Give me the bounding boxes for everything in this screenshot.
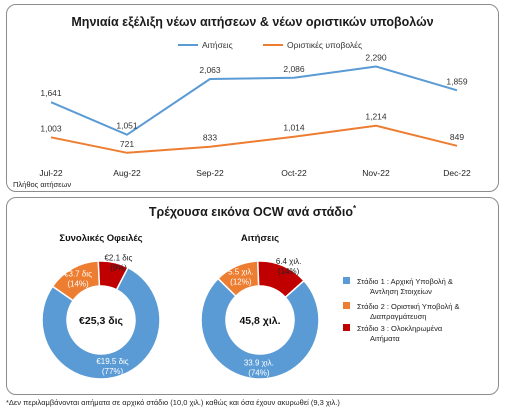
ocw-stage-panel: Τρέχουσα εικόνα OCW ανά στάδιο* Συνολικέ… (6, 197, 499, 395)
legend-label-2: Οριστικές υποβολές (287, 40, 362, 50)
data-label: 1,014 (283, 123, 305, 133)
slice-value-label: €3.7 δις (64, 269, 92, 278)
slice-percent-label: (12%) (230, 278, 252, 287)
legend-item-stage-2: Στάδιο 2 : Οριστική Υποβολή &Διαπραγμάτε… (343, 302, 459, 321)
legend-swatch (343, 277, 350, 284)
data-label: 721 (120, 139, 134, 149)
line-legend: Αιτήσεις Οριστικές υποβολές (178, 40, 362, 50)
slice-value-label: 33.9 χιλ. (244, 358, 274, 367)
slice-percent-label: (77%) (102, 367, 124, 376)
data-label: 1,214 (365, 112, 387, 122)
legend-text-line2: Άντληση Στοιχείων (370, 287, 432, 296)
data-label: 2,063 (199, 65, 221, 75)
x-tick-label: Oct-22 (281, 168, 307, 178)
data-label: 2,290 (365, 53, 387, 63)
data-label: 1,641 (40, 88, 62, 98)
slice-value-label: 5.5 χιλ. (228, 268, 254, 277)
slice-percent-label: (14%) (67, 279, 89, 288)
line-chart-title: Μηνιαία εξέλιξη νέων αιτήσεων & νέων ορι… (71, 15, 434, 29)
legend-swatch (343, 302, 350, 309)
data-label: 1,859 (446, 76, 468, 86)
legend-text-line2: Διαπραγμάτευση (370, 312, 426, 321)
data-label: 1,051 (116, 121, 138, 131)
series-line-1 (50, 65, 458, 136)
legend-text-line2: Αιτήματα (370, 334, 400, 343)
footnote: *Δεν περιλαμβάνονται αιτήματα σε αρχικό … (6, 398, 340, 407)
legend-item-stage-1: Στάδιο 1 : Αρχική Υποβολή &Άντληση Στοιχ… (343, 277, 453, 296)
x-tick-label: Aug-22 (113, 168, 141, 178)
data-label: 2,086 (283, 64, 305, 74)
x-tick-label: Dec-22 (443, 168, 471, 178)
line-chart: Αιτήσεις Οριστικές υποβολές 1,641 1,051 2,06… (13, 40, 471, 189)
donut-slice-stage-1 (200, 277, 320, 380)
slice-value-label: €2.1 δις (104, 253, 132, 262)
count-label: Πλήθος αιτήσεων (13, 180, 71, 189)
legend-label-1: Αιτήσεις (202, 40, 233, 50)
x-tick-label: Jul-22 (39, 168, 62, 178)
x-tick-label: Nov-22 (362, 168, 390, 178)
data-label: 1,003 (40, 123, 62, 133)
donut-center-label-1: €25,3 δις (79, 315, 123, 327)
donut-center-label-2: 45,8 χιλ. (239, 315, 280, 327)
legend-swatch (343, 324, 350, 331)
monthly-trend-panel: Μηνιαία εξέλιξη νέων αιτήσεων & νέων ορι… (6, 4, 499, 192)
donut-charts: Συνολικές Οφειλές€3.7 δις(14%)€2.1 δις(9… (41, 233, 459, 380)
data-label: 849 (450, 132, 464, 142)
data-label: 833 (203, 133, 217, 143)
slice-percent-label: (9%) (110, 263, 127, 272)
slice-value-label: €19.5 δις (96, 357, 128, 366)
series-line-2 (50, 124, 458, 154)
slice-percent-label: (14%) (278, 267, 300, 276)
slice-percent-label: (74%) (248, 368, 270, 377)
donut-title-1: Συνολικές Οφειλές (59, 233, 142, 244)
donut-slice-stage-1 (41, 266, 161, 380)
legend-text-line1: Στάδιο 2 : Οριστική Υποβολή & (357, 302, 459, 311)
legend-text-line1: Στάδιο 3 : Ολοκληρωμένα (357, 324, 443, 333)
x-tick-label: Sep-22 (196, 168, 224, 178)
donut-panel-title: Τρέχουσα εικόνα OCW ανά στάδιο* (148, 204, 357, 220)
slice-value-label: 6.4 χιλ. (276, 257, 302, 266)
donut-title-2: Αιτήσεις (241, 233, 279, 244)
legend-text-line1: Στάδιο 1 : Αρχική Υποβολή & (357, 277, 453, 286)
